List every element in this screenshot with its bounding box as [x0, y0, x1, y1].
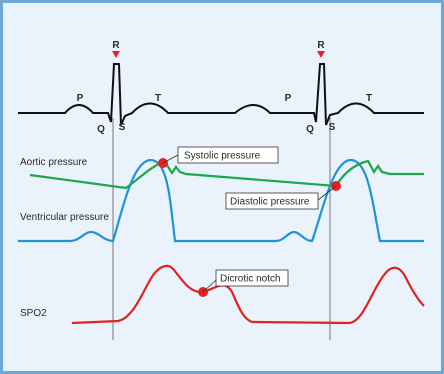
ecg-label-p-2: P: [285, 93, 292, 104]
diastolic-callout-label: Diastolic pressure: [230, 197, 310, 208]
dicrotic-callout-label: Dicrotic notch: [220, 274, 281, 285]
ecg-label-r-2: R: [317, 40, 325, 51]
ecg-label-q-2: Q: [306, 124, 314, 135]
ecg-label-r-1: R: [112, 40, 120, 51]
aortic-pressure-label: Aortic pressure: [20, 157, 88, 168]
ecg-label-p-1: P: [77, 93, 84, 104]
diastolic-callout-box: [225, 192, 319, 210]
ventricular-pressure-label: Ventricular pressure: [20, 212, 109, 223]
diastolic-callout-leader: [317, 185, 337, 201]
ecg-trace: [18, 63, 424, 126]
r-marker-1: [112, 51, 120, 58]
dicrotic-callout-leader: [202, 279, 217, 293]
ecg-label-s-2: S: [329, 122, 336, 133]
ecg-label-t-1: T: [155, 93, 161, 104]
ecg-label-q-1: Q: [97, 124, 105, 135]
systolic-callout-label: Systolic pressure: [184, 151, 261, 162]
systolic-callout-box: [177, 146, 279, 164]
aortic-pressure-trace: [29, 159, 424, 190]
ecg-label-s-1: S: [119, 122, 126, 133]
dicrotic-callout-box: [215, 269, 289, 287]
r-marker-2: [317, 51, 325, 58]
ventricular-pressure-trace: [18, 158, 424, 243]
systolic-callout-leader: [162, 154, 179, 164]
spo2-label: SPO2: [20, 308, 47, 319]
spo2-trace: [71, 264, 425, 325]
ecg-label-t-2: T: [366, 93, 372, 104]
